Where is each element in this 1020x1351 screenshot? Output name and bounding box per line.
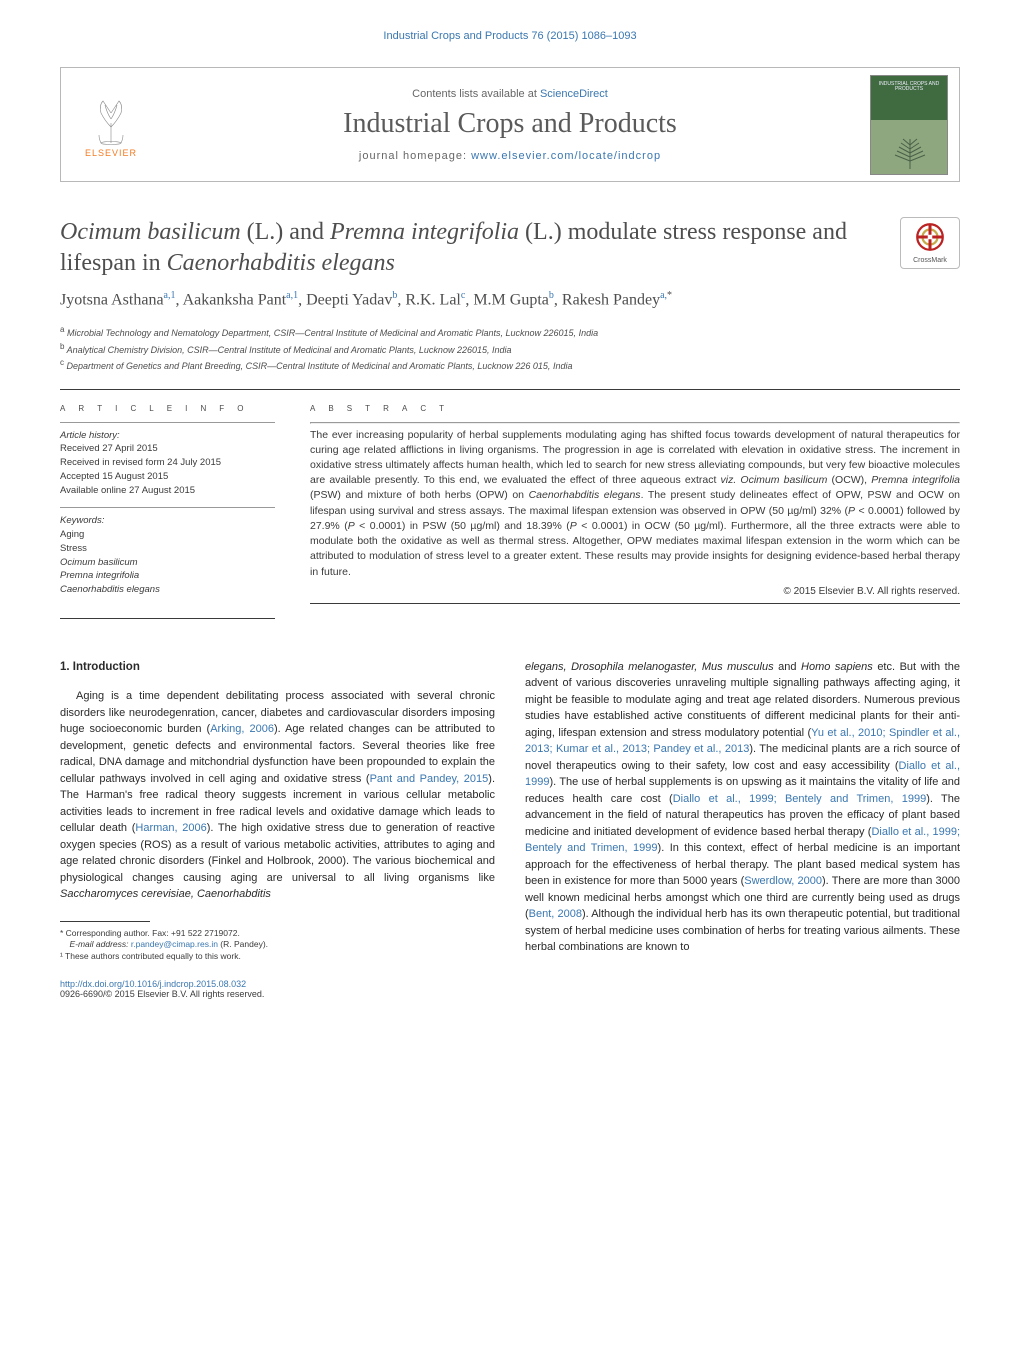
affiliations: a Microbial Technology and Nematology De…	[60, 324, 960, 374]
running-header: Industrial Crops and Products 76 (2015) …	[60, 30, 960, 47]
elsevier-logo: ELSEVIER	[85, 91, 137, 158]
title-species-3: Caenorhabditis elegans	[167, 250, 395, 276]
title-species-2: Premna integrifolia	[330, 219, 519, 245]
cover-title: INDUSTRIAL CROPS AND PRODUCTS	[875, 82, 943, 93]
abstract-text: The ever increasing popularity of herbal…	[310, 428, 960, 580]
footnote-rule	[60, 921, 150, 922]
footnote-email: E-mail address: r.pandey@cimap.res.in (R…	[60, 939, 495, 951]
keywords-label: Keywords:	[60, 514, 275, 528]
footnotes: * Corresponding author. Fax: +91 522 271…	[60, 928, 495, 964]
email-link[interactable]: r.pandey@cimap.res.in	[131, 939, 218, 949]
abstract-heading: a b s t r a c t	[310, 390, 960, 422]
article-history: Article history: Received 27 April 2015 …	[60, 429, 275, 498]
rule	[310, 422, 960, 424]
publisher-logo-col: ELSEVIER	[61, 68, 161, 181]
body-paragraph: elegans, Drosophila melanogaster, Mus mu…	[525, 659, 960, 956]
history-received: Received 27 April 2015	[60, 442, 275, 456]
history-label: Article history:	[60, 429, 275, 443]
issn-copyright: 0926-6690/© 2015 Elsevier B.V. All right…	[60, 989, 264, 999]
article-info-heading: a r t i c l e i n f o	[60, 390, 275, 422]
publisher-name: ELSEVIER	[85, 148, 137, 158]
body-columns: 1. Introduction Aging is a time dependen…	[60, 659, 960, 963]
rule	[60, 507, 275, 508]
article-title: Ocimum basilicum (L.) and Premna integri…	[60, 217, 880, 279]
rule	[310, 603, 960, 604]
body-paragraph: Aging is a time dependent debilitating p…	[60, 688, 495, 903]
journal-cover-col: INDUSTRIAL CROPS AND PRODUCTS	[859, 68, 959, 181]
citation-link[interactable]: Swerdlow, 2000	[744, 875, 822, 887]
abstract-copyright: © 2015 Elsevier B.V. All rights reserved…	[310, 586, 960, 597]
citation-link[interactable]: Harman, 2006	[135, 822, 206, 834]
affiliation-b: b Analytical Chemistry Division, CSIR—Ce…	[60, 341, 960, 358]
article-info-col: a r t i c l e i n f o Article history: R…	[60, 390, 275, 604]
elsevier-tree-icon	[86, 91, 136, 146]
title-frag-2: (L.) and	[241, 219, 330, 245]
citation-link[interactable]: Bent, 2008	[529, 908, 582, 920]
crossmark-icon	[915, 222, 945, 252]
citation-link[interactable]: Pant and Pandey, 2015	[370, 773, 489, 785]
keyword: Stress	[60, 542, 275, 556]
abstract-col: a b s t r a c t The ever increasing popu…	[310, 390, 960, 604]
keyword: Aging	[60, 528, 275, 542]
affiliation-c: c Department of Genetics and Plant Breed…	[60, 357, 960, 374]
journal-header-box: ELSEVIER Contents lists available at Sci…	[60, 67, 960, 182]
section-1-heading: 1. Introduction	[60, 659, 495, 676]
footnote-equal-contrib: ¹ These authors contributed equally to t…	[60, 951, 495, 963]
authors-list: Jyotsna Asthanaa,1, Aakanksha Panta,1, D…	[60, 289, 960, 312]
cover-image-icon	[881, 131, 939, 171]
journal-header-center: Contents lists available at ScienceDirec…	[161, 68, 859, 181]
doi-link[interactable]: http://dx.doi.org/10.1016/j.indcrop.2015…	[60, 979, 246, 989]
keyword: Caenorhabditis elegans	[60, 583, 275, 597]
doi-block: http://dx.doi.org/10.1016/j.indcrop.2015…	[60, 979, 960, 999]
affiliation-a: a Microbial Technology and Nematology De…	[60, 324, 960, 341]
crossmark-badge[interactable]: CrossMark	[900, 217, 960, 269]
journal-cover-thumb: INDUSTRIAL CROPS AND PRODUCTS	[870, 75, 948, 175]
footnote-corresponding: * Corresponding author. Fax: +91 522 271…	[60, 928, 495, 940]
keywords-block: Keywords: Aging Stress Ocimum basilicum …	[60, 514, 275, 597]
citation-link[interactable]: Arking, 2006	[210, 723, 274, 735]
history-accepted: Accepted 15 August 2015	[60, 470, 275, 484]
journal-homepage-line: journal homepage: www.elsevier.com/locat…	[359, 150, 661, 162]
contents-prefix: Contents lists available at	[412, 88, 540, 100]
rule	[60, 422, 275, 423]
journal-homepage-link[interactable]: www.elsevier.com/locate/indcrop	[471, 150, 661, 162]
contents-available-line: Contents lists available at ScienceDirec…	[412, 88, 608, 100]
sciencedirect-link[interactable]: ScienceDirect	[540, 88, 608, 100]
title-species-1: Ocimum basilicum	[60, 219, 241, 245]
keyword: Premna integrifolia	[60, 569, 275, 583]
journal-title: Industrial Crops and Products	[343, 108, 677, 140]
homepage-prefix: journal homepage:	[359, 150, 471, 162]
history-revised: Received in revised form 24 July 2015	[60, 456, 275, 470]
keyword: Ocimum basilicum	[60, 556, 275, 570]
citation-link[interactable]: Diallo et al., 1999; Bentely and Trimen,…	[673, 793, 926, 805]
crossmark-label: CrossMark	[903, 257, 957, 264]
history-online: Available online 27 August 2015	[60, 484, 275, 498]
rule	[60, 618, 275, 619]
